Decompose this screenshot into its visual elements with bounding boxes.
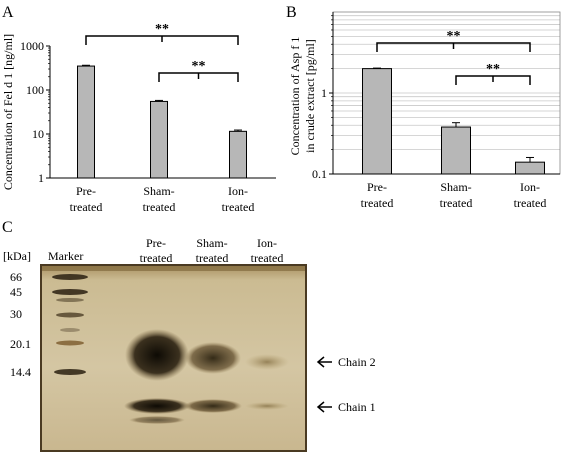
panel-label-c: C [2, 219, 13, 236]
b-ylabel-1: in crude extract [pg/ml] [303, 39, 317, 153]
marker-label: Marker [48, 249, 83, 263]
chart-b: 0.1 1 Concentration of Asp f 1 in crude ext… [288, 11, 561, 210]
panel-label-a: A [2, 4, 14, 21]
a-category-label-1-line1: Sham- [143, 184, 174, 198]
chain1-arrow [316, 401, 332, 413]
b-significance-label-1: ** [486, 62, 500, 77]
marker-size-45: 45 [10, 285, 22, 299]
marker-band-20 [56, 340, 84, 346]
chain1-label: Chain 1 [338, 400, 376, 414]
marker-size-30: 30 [10, 307, 22, 321]
a-ylabel-0: Concentration of Fel d 1 [ng/ml] [1, 34, 15, 190]
band-pre-chain2 [125, 329, 189, 381]
b-category-label-2-line2: treated [514, 196, 547, 210]
b-category-label-0-line2: treated [361, 196, 394, 210]
b-category-label-2-line1: Ion- [520, 180, 540, 194]
marker-band-66 [52, 274, 88, 280]
chart-a: 1 10 100 1000 Concentration of Fel d 1 [ng/m… [1, 22, 276, 214]
a-bar-0 [77, 65, 95, 179]
a-category-label-2-line1: Ion- [228, 184, 248, 198]
a-significance-label-0: ** [155, 22, 169, 37]
kda-label: [kDa] [3, 249, 31, 263]
marker-size-66: 66 [10, 270, 22, 284]
lane-label-ion-1: Ion- [257, 236, 277, 250]
a-ytick-label-3: 1000 [20, 39, 44, 53]
lane-label-sham-2: treated [196, 251, 229, 265]
marker-band-extra-1 [56, 298, 84, 302]
a-category-label-0-line1: Pre- [76, 184, 96, 198]
marker-band-30 [56, 312, 84, 318]
a-ytick-label-1: 10 [32, 127, 44, 141]
b-bar-1 [441, 126, 471, 175]
chain2-label: Chain 2 [338, 355, 376, 369]
marker-size-14: 14.4 [10, 365, 31, 379]
a-category-label-2-line2: treated [222, 200, 255, 214]
b-bar-2 [515, 161, 545, 175]
b-significance-label-0: ** [447, 29, 461, 44]
b-category-label-1-line1: Sham- [440, 180, 471, 194]
lane-label-pre-2: treated [140, 251, 173, 265]
lane-label-ion-2: treated [251, 251, 284, 265]
b-ytick-label-1: 1 [321, 86, 327, 100]
a-bar-2 [229, 130, 247, 179]
b-ytick-label-0: 0.1 [312, 167, 327, 181]
band-pre-low [129, 416, 185, 424]
band-ion-chain1 [245, 402, 289, 410]
panel-label-b: B [286, 4, 297, 21]
b-category-label-0-line1: Pre- [367, 180, 387, 194]
b-category-label-1-line2: treated [440, 196, 473, 210]
marker-band-45 [52, 289, 88, 295]
lane-label-sham-1: Sham- [196, 236, 227, 250]
a-bar-1 [150, 100, 168, 179]
a-category-label-0-line2: treated [70, 200, 103, 214]
a-category-label-1-line2: treated [143, 200, 176, 214]
lane-label-pre-1: Pre- [146, 236, 166, 250]
a-ytick-label-0: 1 [38, 171, 44, 185]
marker-band-14 [54, 369, 86, 375]
marker-size-20: 20.1 [10, 337, 31, 351]
gel-top-edge [42, 266, 305, 271]
gel-panel: [kDa] Marker Pre- treated Sham- treated … [3, 236, 376, 452]
band-sham-chain2 [185, 342, 241, 374]
marker-ladder [52, 274, 88, 375]
a-significance-label-1: ** [192, 59, 206, 74]
marker-band-extra-2 [60, 328, 80, 332]
band-pre-chain1 [124, 398, 190, 414]
b-bar-0 [362, 68, 392, 175]
band-sham-chain1 [184, 399, 242, 413]
a-ytick-label-2: 100 [26, 83, 44, 97]
band-ion-chain2 [245, 354, 289, 370]
chain2-arrow [316, 356, 332, 368]
b-ylabel-0: Concentration of Asp f 1 [288, 37, 302, 156]
